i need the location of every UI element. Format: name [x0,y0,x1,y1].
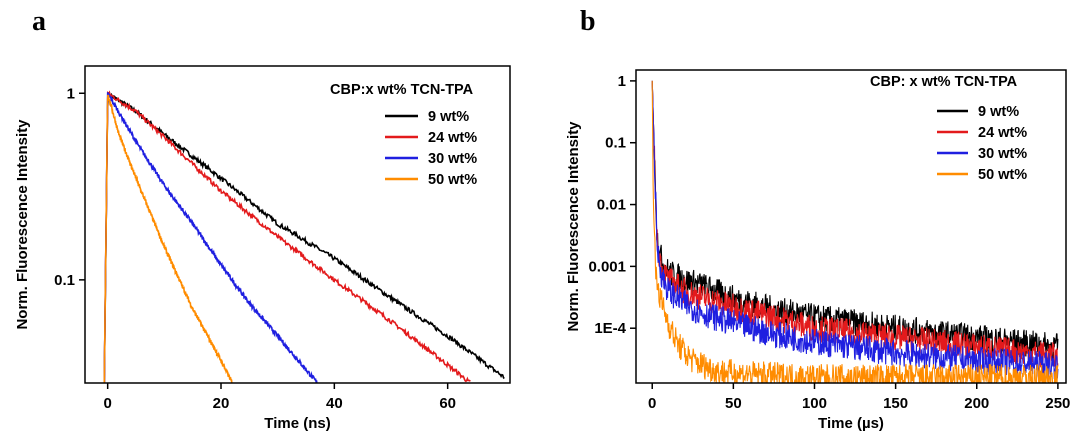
plot-frame [635,69,1067,384]
y-tick-label: 0.1 [605,135,626,152]
x-axis-title: Time (µs) [818,415,884,432]
legend-title: CBP: x wt% TCN-TPA [870,74,1018,90]
y-axis-title: Norm. Fluorescence Intensity [565,121,582,332]
panel-letter-a: a [32,6,46,37]
x-tick-label: 0 [103,395,111,412]
series-line-2 [651,80,1059,379]
series-line-2 [103,92,318,383]
legend-label-0: 9 wt% [428,109,469,125]
y-axis-title: Norm. Fluorescence Intensity [14,119,31,330]
legend-title: CBP:x wt% TCN-TPA [330,82,474,98]
series-line-3 [103,94,233,383]
y-tick-label: 0.1 [54,272,75,289]
legend-label-3: 50 wt% [978,167,1027,183]
y-tick-label: 0.01 [597,197,626,214]
y-tick-label: 1 [618,73,626,90]
legend-label-2: 30 wt% [428,151,477,167]
series-line-1 [103,90,471,383]
series-line-3 [651,80,1059,383]
x-tick-label: 0 [648,395,656,412]
x-tick-label: 250 [1045,395,1070,412]
legend-label-1: 24 wt% [978,125,1027,141]
x-tick-label: 150 [883,395,908,412]
x-tick-label: 50 [725,395,742,412]
x-axis-title: Time (ns) [264,415,330,432]
legend-label-3: 50 wt% [428,172,477,188]
legend-label-0: 9 wt% [978,104,1019,120]
y-tick-label: 1E-4 [594,320,626,337]
y-tick-label: 1 [67,85,75,102]
y-tick-label: 0.001 [588,258,626,275]
legend-label-1: 24 wt% [428,130,477,146]
plot-frame [84,65,511,384]
panel-letter-b: b [580,6,596,37]
x-tick-label: 100 [802,395,827,412]
x-tick-label: 20 [213,395,230,412]
x-tick-label: 200 [964,395,989,412]
x-tick-label: 40 [326,395,343,412]
legend-label-2: 30 wt% [978,146,1027,162]
series-line-0 [651,80,1059,360]
x-tick-label: 60 [439,395,456,412]
